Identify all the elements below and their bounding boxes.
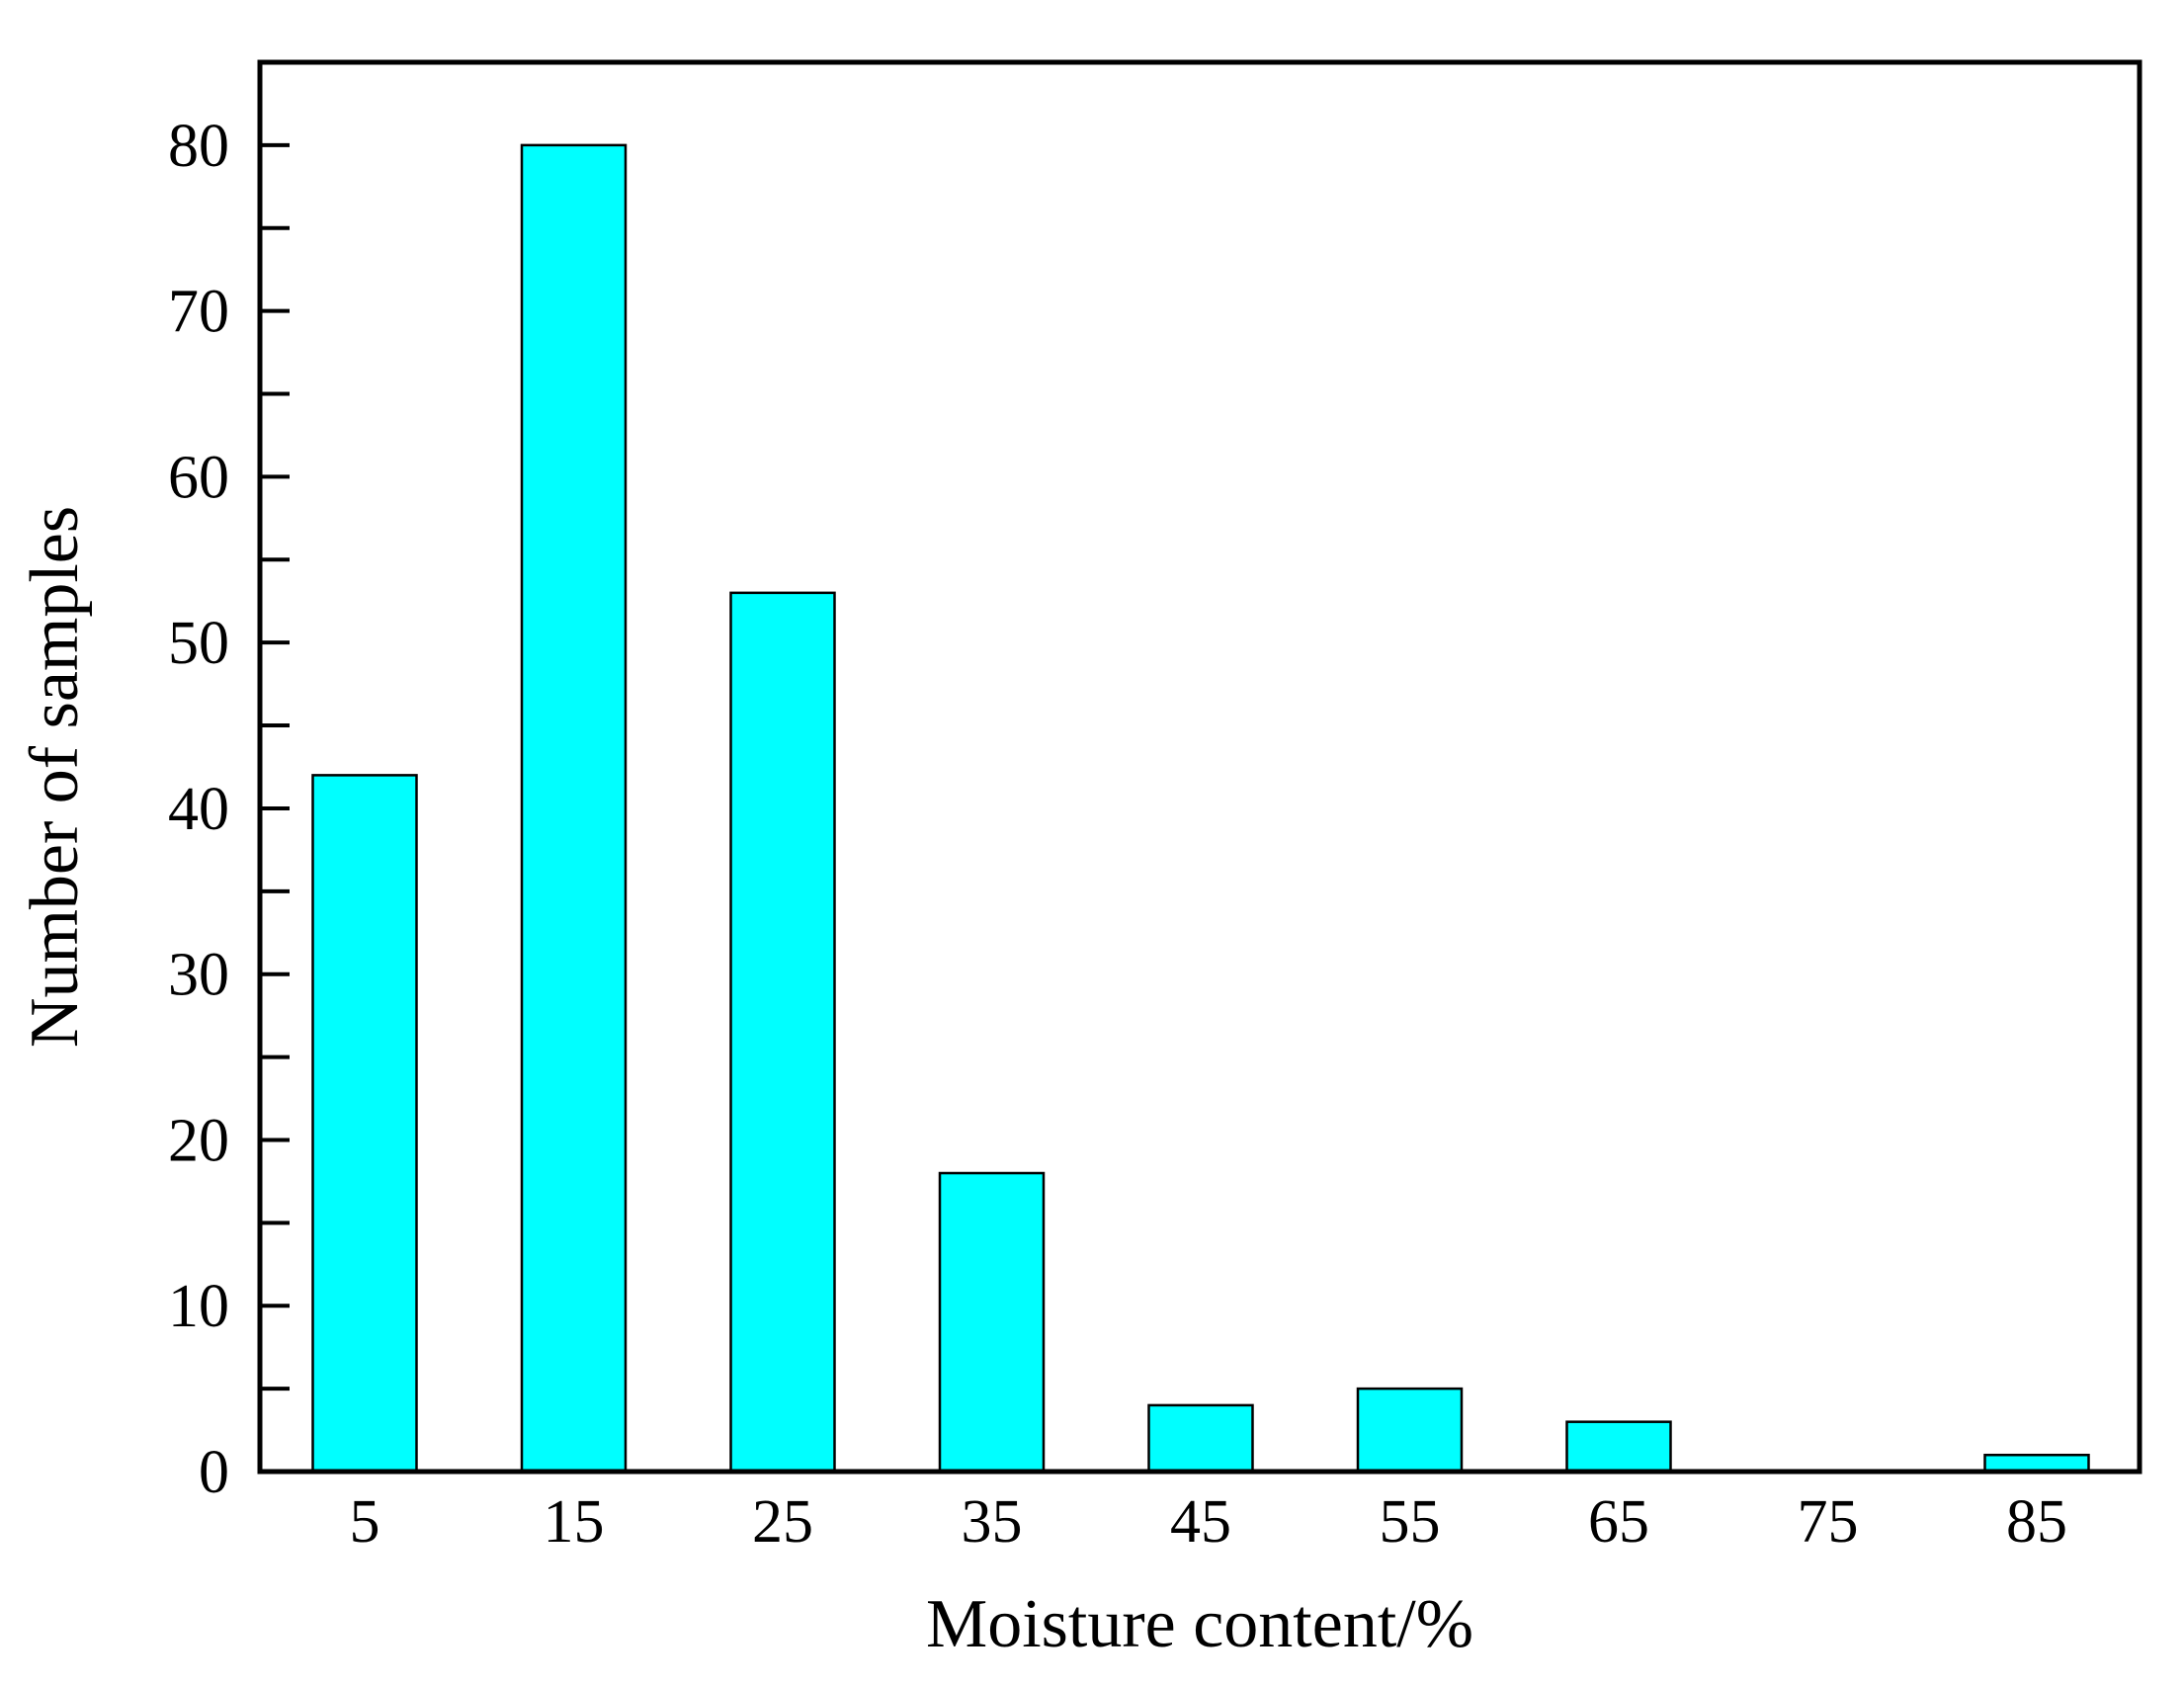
y-tick-label-50: 50 — [168, 610, 229, 677]
bar-35 — [938, 1171, 1046, 1474]
y-axis-title: Number of samples — [17, 506, 93, 1048]
x-tick-label-55: 55 — [1380, 1488, 1441, 1556]
y-tick-label-10: 10 — [168, 1273, 229, 1340]
bar-65 — [1565, 1420, 1672, 1474]
x-axis-title: Moisture content/% — [926, 1586, 1473, 1662]
x-tick-label-75: 75 — [1798, 1488, 1859, 1556]
x-tick-label-5: 5 — [350, 1488, 380, 1556]
bar-45 — [1147, 1403, 1254, 1474]
x-tick-label-35: 35 — [962, 1488, 1023, 1556]
y-tick-label-30: 30 — [168, 942, 229, 1009]
bar-55 — [1356, 1387, 1464, 1474]
bars-layer — [311, 143, 2090, 1474]
x-tick-label-85: 85 — [2006, 1488, 2067, 1556]
x-tick-label-65: 65 — [1588, 1488, 1649, 1556]
bar-25 — [729, 591, 836, 1474]
y-tick-label-80: 80 — [168, 113, 229, 180]
plot-frame — [257, 59, 2142, 1475]
x-tick-label-45: 45 — [1170, 1488, 1231, 1556]
bar-85 — [1983, 1453, 2090, 1474]
y-tick-label-70: 70 — [168, 279, 229, 346]
x-tick-label-25: 25 — [752, 1488, 813, 1556]
bar-5 — [311, 774, 418, 1474]
x-tick-label-15: 15 — [544, 1488, 605, 1556]
y-tick-label-20: 20 — [168, 1107, 229, 1174]
y-tick-label-40: 40 — [168, 776, 229, 843]
bar-15 — [520, 143, 628, 1474]
ticks-layer: 5 15 25 35 45 55 65 75 85 0 10 20 30 40 50 60 70 80 — [168, 113, 2067, 1556]
y-tick-label-60: 60 — [168, 444, 229, 511]
y-tick-label-0: 0 — [199, 1439, 229, 1506]
